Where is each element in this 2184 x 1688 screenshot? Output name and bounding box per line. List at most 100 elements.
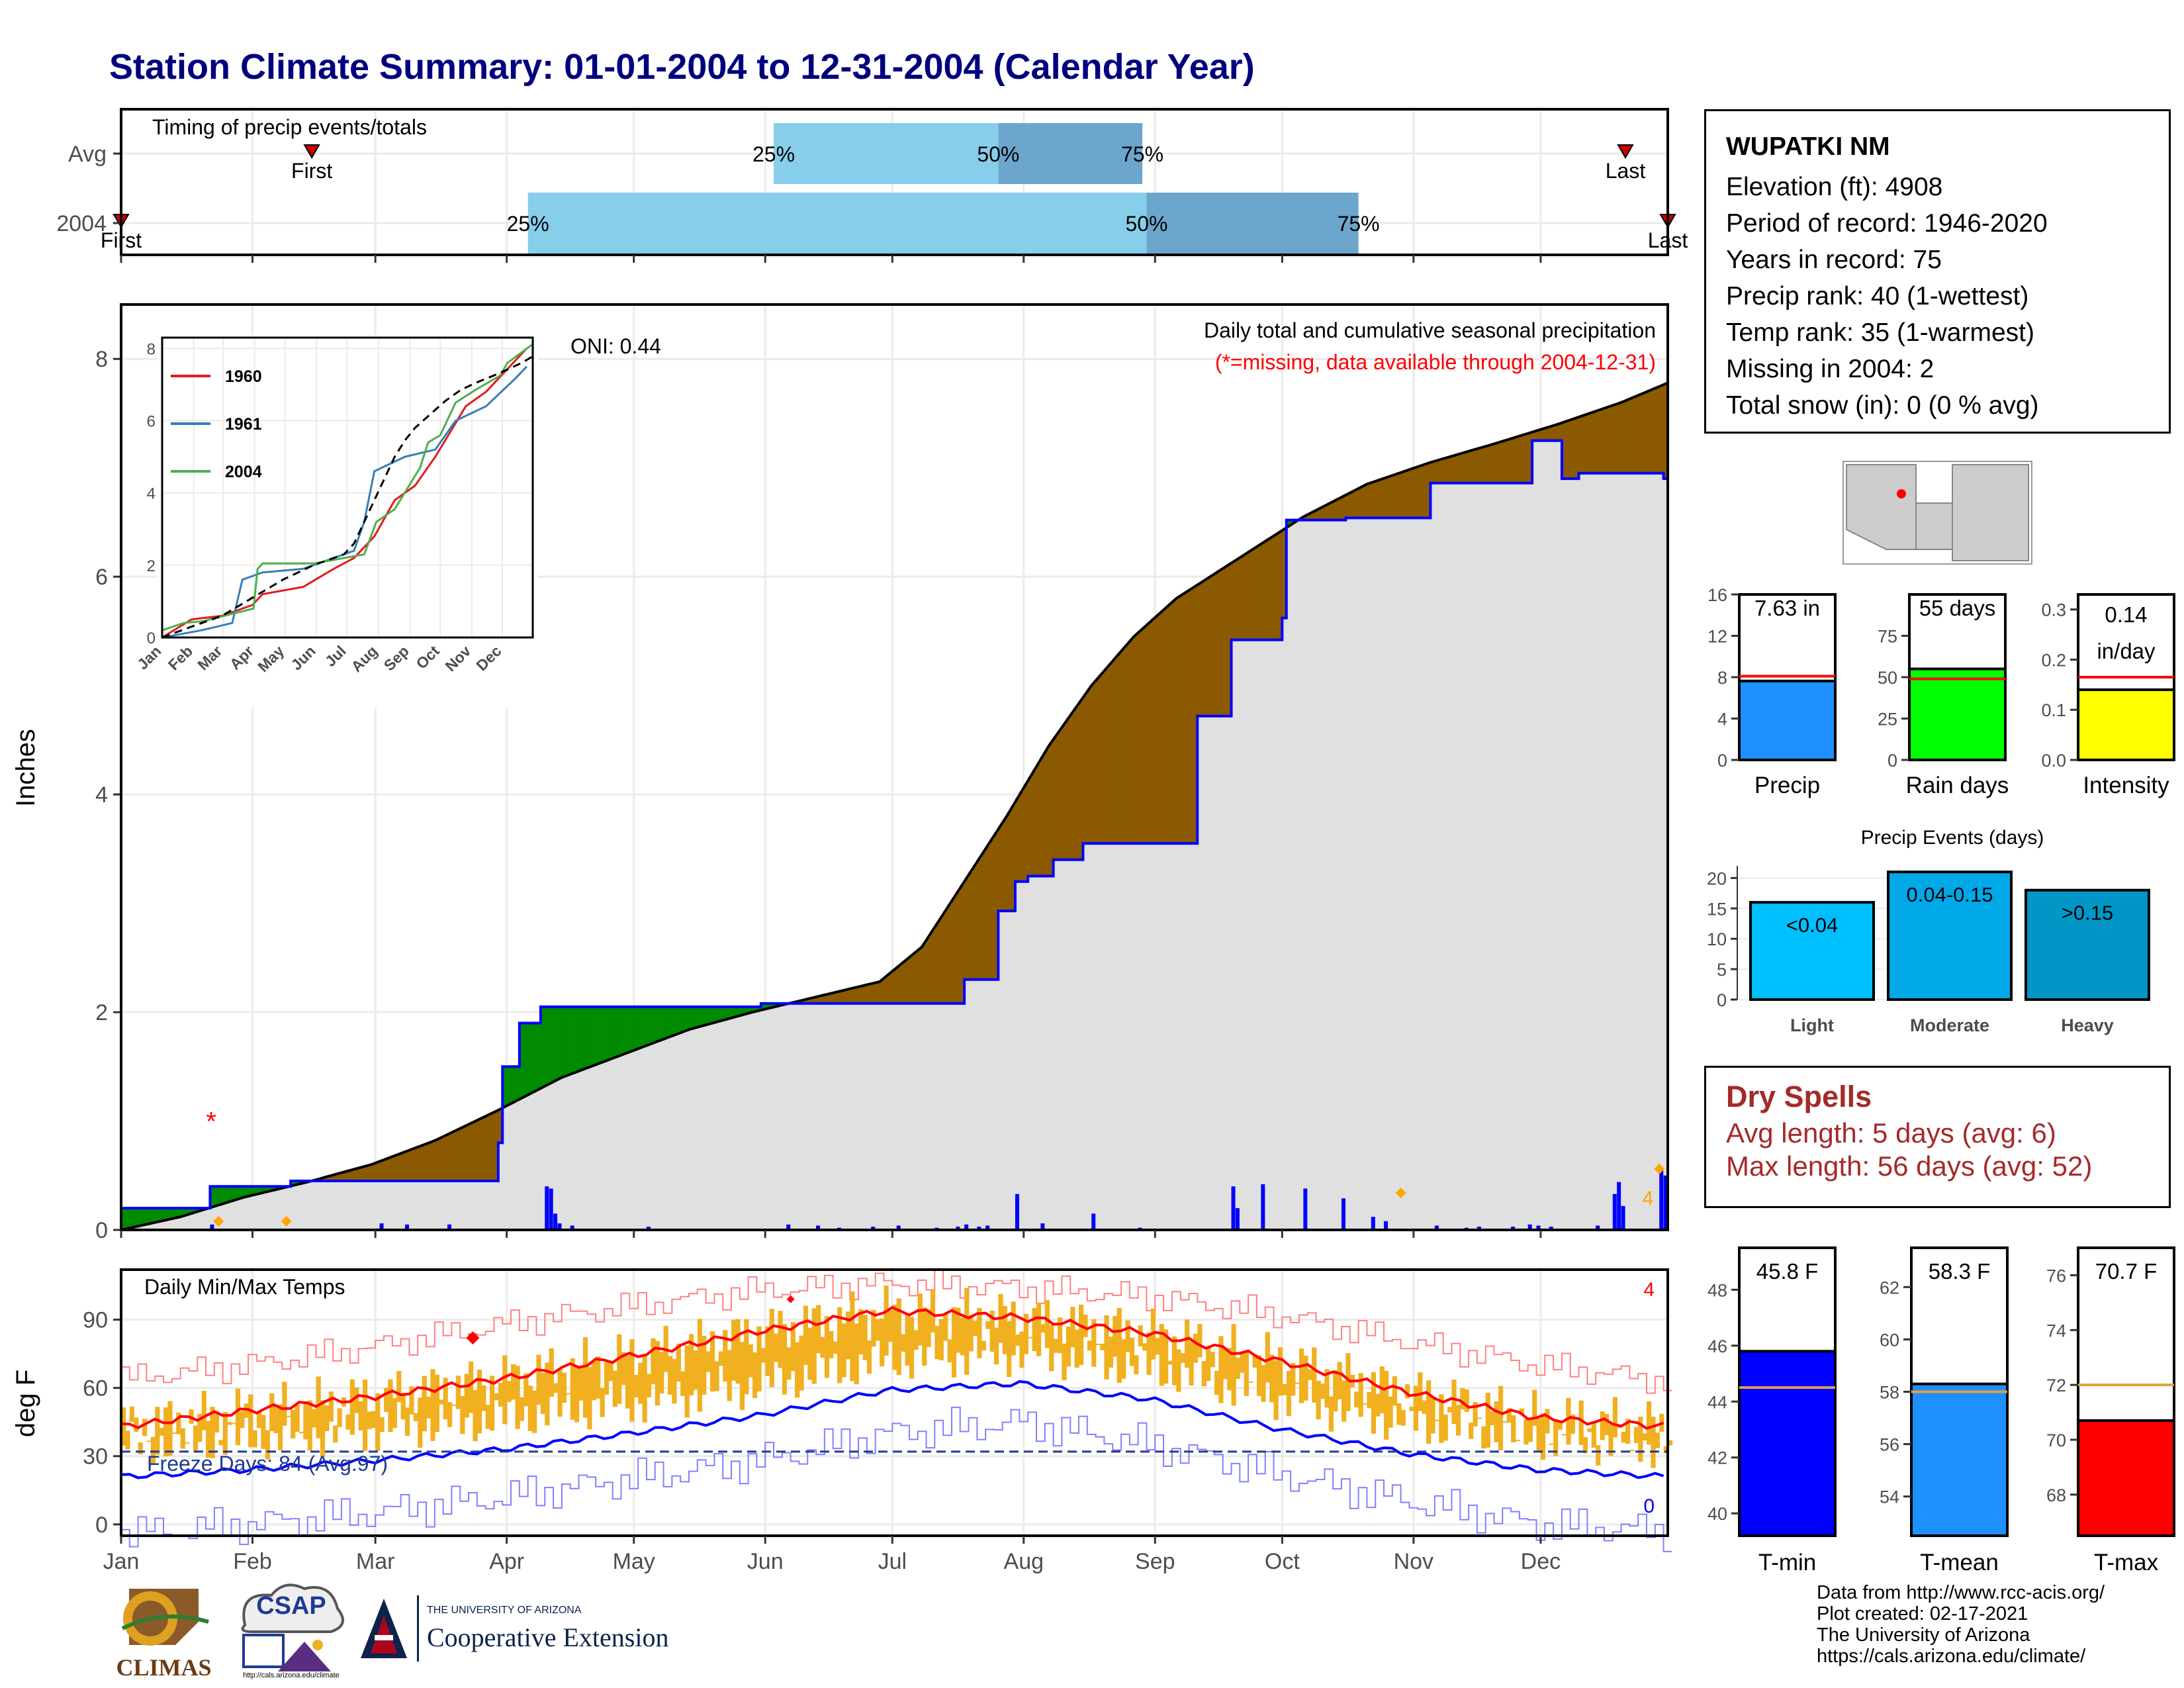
- daily-temp-range: [786, 1347, 792, 1380]
- base-fill: [392, 1180, 397, 1230]
- daily-temp-range: [1079, 1304, 1084, 1366]
- diff-fill: [774, 1003, 779, 1007]
- daily-temp-range: [1121, 1339, 1126, 1379]
- temp-label: T-mean: [1920, 1550, 1999, 1575]
- diff-fill: [1473, 449, 1478, 483]
- diff-fill: [816, 996, 821, 1004]
- ua-logo-line1: THE UNIVERSITY OF ARIZONA: [427, 1605, 582, 1616]
- base-fill: [404, 1180, 410, 1230]
- daily-temp-range: [1400, 1409, 1406, 1426]
- diff-fill: [765, 1003, 770, 1009]
- base-fill: [282, 1188, 287, 1230]
- daily-temp-range: [1176, 1349, 1181, 1392]
- daily-temp-range: [714, 1361, 719, 1391]
- diff-fill: [909, 955, 914, 1004]
- temp-bar: [1910, 1382, 2009, 1538]
- diff-fill: [845, 989, 850, 1004]
- daily-temp-range: [1252, 1354, 1257, 1368]
- daily-precip-bar: [545, 1186, 549, 1230]
- diff-fill: [138, 1208, 143, 1226]
- diff-fill: [549, 1006, 554, 1083]
- diff-fill: [392, 1156, 397, 1181]
- station-line: Years in record: 75: [1726, 246, 1942, 274]
- base-fill: [1455, 483, 1461, 1230]
- diff-fill: [684, 1006, 690, 1031]
- base-fill: [1587, 473, 1592, 1230]
- diff-fill: [1116, 653, 1122, 844]
- base-fill: [1231, 639, 1236, 1230]
- base-fill: [1367, 518, 1372, 1230]
- daily-temp-range: [612, 1370, 617, 1407]
- base-fill: [1252, 639, 1257, 1230]
- diff-fill: [434, 1139, 439, 1181]
- base-fill: [494, 1180, 499, 1230]
- diff-fill: [1023, 784, 1028, 882]
- daily-temp-range: [977, 1307, 982, 1358]
- base-fill: [171, 1218, 177, 1230]
- csap-logo-url: http://cals.arizona.edu/climate: [243, 1671, 340, 1679]
- diff-fill: [1426, 463, 1432, 518]
- base-fill: [765, 1008, 770, 1230]
- base-fill: [150, 1223, 156, 1230]
- diff-fill: [333, 1174, 338, 1181]
- diff-fill: [1625, 399, 1630, 473]
- diff-fill: [714, 1006, 719, 1022]
- record-low-count: 0: [1643, 1495, 1655, 1517]
- daily-temp-range: [167, 1401, 173, 1456]
- daily-temp-range: [1295, 1382, 1300, 1384]
- diff-fill: [1527, 432, 1533, 483]
- daily-temp-range: [1113, 1316, 1118, 1357]
- summary-value: 55 days: [1919, 596, 1996, 620]
- daily-temp-range: [337, 1408, 342, 1427]
- diff-fill: [1418, 465, 1423, 518]
- daily-temp-range: [841, 1323, 846, 1378]
- diff-fill: [913, 952, 919, 1004]
- diff-fill: [570, 1006, 575, 1074]
- diff-fill: [1515, 436, 1520, 483]
- diff-fill: [680, 1006, 686, 1032]
- diff-fill: [655, 1006, 660, 1042]
- diff-fill: [129, 1208, 134, 1228]
- diff-fill: [451, 1131, 457, 1181]
- daily-temp-range: [150, 1436, 156, 1464]
- daily-temp-range: [1070, 1307, 1075, 1348]
- y-tick-label: 72: [2046, 1376, 2066, 1395]
- y-tick-label: 0.0: [2041, 751, 2066, 771]
- daily-temp-range: [375, 1393, 381, 1451]
- daily-temp-range: [1180, 1353, 1185, 1363]
- daily-temp-range: [820, 1336, 825, 1358]
- base-fill: [1062, 859, 1067, 1230]
- temp-label: T-min: [1758, 1550, 1817, 1575]
- base-fill: [862, 1003, 868, 1230]
- base-fill: [1392, 518, 1397, 1230]
- climas-logo: CLIMAS: [109, 1582, 218, 1681]
- diff-fill: [989, 839, 995, 980]
- diff-fill: [1312, 511, 1317, 520]
- base-fill: [951, 1003, 956, 1230]
- csap-logo-text: CSAP: [256, 1592, 326, 1620]
- timing-bar-q25-q50: [527, 193, 1147, 254]
- diff-fill: [256, 1186, 261, 1194]
- diff-fill: [880, 980, 885, 1004]
- daily-temp-range: [494, 1393, 499, 1401]
- base-fill: [1104, 843, 1109, 1230]
- diff-fill: [731, 1006, 736, 1017]
- daily-temp-range: [273, 1404, 279, 1434]
- base-fill: [1604, 473, 1609, 1230]
- base-fill: [760, 1009, 766, 1230]
- diff-fill: [1007, 812, 1012, 912]
- daily-temp-range: [930, 1289, 936, 1333]
- base-fill: [845, 1003, 850, 1230]
- inset-y-tick: 4: [147, 485, 156, 503]
- daily-precip-bar: [1015, 1194, 1019, 1230]
- daily-temp-range: [1396, 1403, 1402, 1425]
- daily-temp-range: [1345, 1353, 1351, 1411]
- diff-fill: [1371, 482, 1376, 518]
- base-fill: [782, 1004, 787, 1230]
- base-fill: [901, 1003, 906, 1230]
- daily-temp-range: [206, 1421, 211, 1458]
- diff-fill: [917, 949, 923, 1004]
- base-fill: [1363, 518, 1368, 1230]
- daily-temp-range: [1231, 1324, 1236, 1406]
- base-fill: [1108, 843, 1113, 1230]
